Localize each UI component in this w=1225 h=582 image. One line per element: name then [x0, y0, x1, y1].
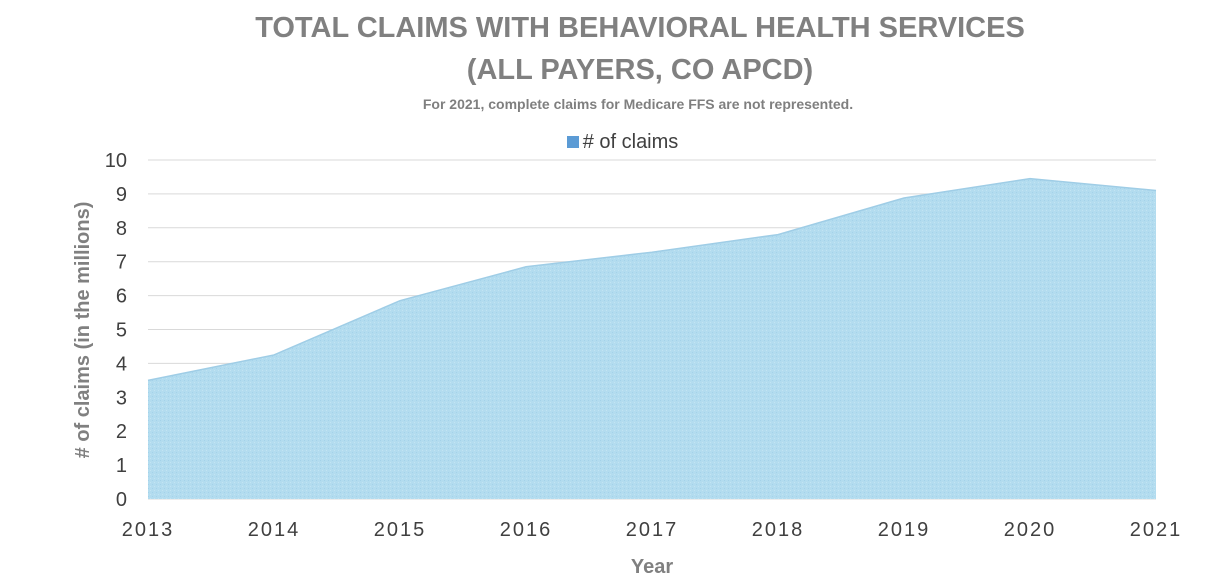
chart-title: TOTAL CLAIMS WITH BEHAVIORAL HEALTH SERV… [255, 12, 1025, 44]
x-tick-label: 2015 [374, 519, 427, 541]
y-tick-label: 9 [116, 184, 127, 206]
y-tick-label: 0 [116, 489, 127, 511]
x-axis-label: Year [631, 556, 673, 578]
legend-swatch [566, 136, 579, 148]
y-tick-label: 10 [105, 150, 127, 172]
x-tick-label: 2020 [1004, 519, 1057, 541]
area-series-claims [148, 178, 1156, 499]
y-tick-label: 2 [116, 421, 127, 443]
x-tick-label: 2016 [500, 519, 553, 541]
legend-label: # of claims [582, 131, 679, 153]
y-axis-label: # of claims (in the millions) [72, 202, 94, 459]
y-tick-label: 5 [116, 320, 127, 342]
x-tick-label: 2019 [878, 519, 931, 541]
y-tick-label: 3 [116, 387, 127, 409]
y-tick-label: 7 [116, 252, 127, 274]
y-tick-label: 4 [116, 353, 127, 375]
chart-subtitle: For 2021, complete claims for Medicare F… [422, 96, 854, 112]
y-tick-label: 8 [116, 218, 127, 240]
x-tick-label: 2013 [122, 519, 175, 541]
y-tick-label: 6 [116, 286, 127, 308]
x-tick-label: 2018 [752, 519, 805, 541]
x-tick-label: 2017 [626, 519, 679, 541]
chart-title-line2: (ALL PAYERS, CO APCD) [466, 54, 814, 86]
x-tick-label: 2021 [1130, 519, 1183, 541]
x-tick-label: 2014 [248, 519, 301, 541]
legend: # of claims [0, 131, 1225, 154]
y-tick-label: 1 [116, 455, 127, 477]
